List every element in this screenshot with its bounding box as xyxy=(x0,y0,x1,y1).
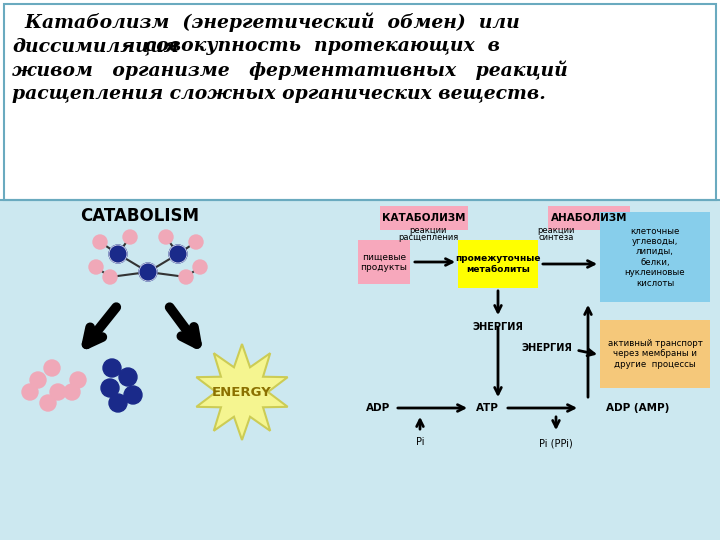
Text: Катаболизм  (энергетический  обмен)  или: Катаболизм (энергетический обмен) или xyxy=(12,13,520,32)
Circle shape xyxy=(109,394,127,412)
FancyBboxPatch shape xyxy=(600,320,710,388)
Text: Pi: Pi xyxy=(415,437,424,447)
Circle shape xyxy=(44,360,60,376)
Circle shape xyxy=(50,384,66,400)
FancyBboxPatch shape xyxy=(458,240,538,288)
Text: реакции: реакции xyxy=(537,226,575,235)
Text: ЭНЕРГИЯ: ЭНЕРГИЯ xyxy=(472,322,523,332)
Circle shape xyxy=(40,395,56,411)
Text: Pi (PPi): Pi (PPi) xyxy=(539,438,573,448)
Circle shape xyxy=(109,245,127,263)
FancyBboxPatch shape xyxy=(600,212,710,302)
Bar xyxy=(0,200,720,540)
Text: КАТАБОЛИЗМ: КАТАБОЛИЗМ xyxy=(382,213,466,223)
Circle shape xyxy=(103,359,121,377)
Circle shape xyxy=(179,270,193,284)
Text: ADP (AMP): ADP (AMP) xyxy=(606,403,670,413)
Text: диссимиляция: диссимиляция xyxy=(12,37,179,55)
Text: ENERGY: ENERGY xyxy=(212,386,272,399)
Text: АНАБОЛИЗМ: АНАБОЛИЗМ xyxy=(551,213,627,223)
Circle shape xyxy=(103,270,117,284)
Text: пищевые
продукты: пищевые продукты xyxy=(361,252,408,272)
Text: АТР: АТР xyxy=(476,403,498,413)
Circle shape xyxy=(64,384,80,400)
FancyBboxPatch shape xyxy=(4,4,716,200)
Text: активный транспорт
через мембраны и
другие  процессы: активный транспорт через мембраны и друг… xyxy=(608,339,703,369)
Text: CATABOLISM: CATABOLISM xyxy=(81,207,199,225)
Text: ADP: ADP xyxy=(366,403,390,413)
Text: –  совокупность  протекающих  в: – совокупность протекающих в xyxy=(116,37,500,55)
Circle shape xyxy=(159,230,173,244)
Circle shape xyxy=(189,235,203,249)
FancyBboxPatch shape xyxy=(380,206,468,230)
Text: реакции: реакции xyxy=(409,226,446,235)
Circle shape xyxy=(93,235,107,249)
Circle shape xyxy=(22,384,38,400)
Text: расщепления сложных органических веществ.: расщепления сложных органических веществ… xyxy=(12,85,546,103)
FancyBboxPatch shape xyxy=(548,206,630,230)
Text: ЭНЕРГИЯ: ЭНЕРГИЯ xyxy=(521,343,572,353)
Text: клеточные
углеводы,
липиды,
белки,
нуклеиновые
кислоты: клеточные углеводы, липиды, белки, нукле… xyxy=(625,226,685,287)
Circle shape xyxy=(193,260,207,274)
Circle shape xyxy=(169,245,187,263)
Circle shape xyxy=(70,372,86,388)
Circle shape xyxy=(89,260,103,274)
Circle shape xyxy=(101,379,119,397)
Text: расщепления: расщепления xyxy=(398,233,458,242)
Polygon shape xyxy=(197,344,288,440)
Text: синтеза: синтеза xyxy=(539,233,574,242)
Text: живом   организме   ферментативных   реакций: живом организме ферментативных реакций xyxy=(12,61,568,80)
Circle shape xyxy=(123,230,137,244)
FancyBboxPatch shape xyxy=(358,240,410,284)
Circle shape xyxy=(124,386,142,404)
Text: промежуточные
метаболиты: промежуточные метаболиты xyxy=(455,254,541,274)
Circle shape xyxy=(119,368,137,386)
Circle shape xyxy=(139,263,157,281)
Circle shape xyxy=(30,372,46,388)
